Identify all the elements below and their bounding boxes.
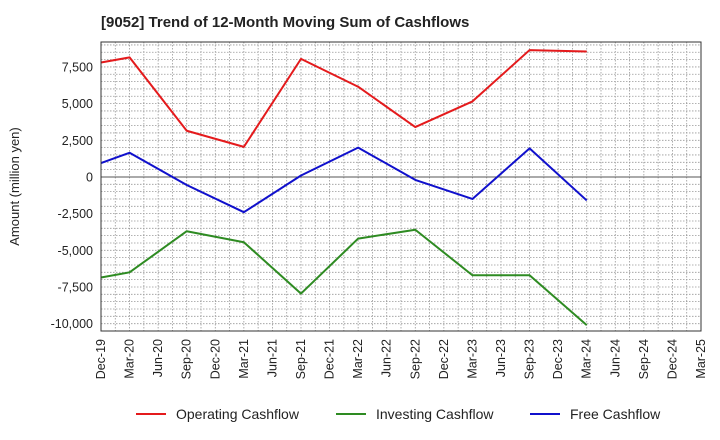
y-tick-label: -5,000 — [58, 244, 93, 258]
x-tick-label: Mar-21 — [237, 339, 251, 379]
x-tick-label: Jun-21 — [265, 339, 279, 377]
x-tick-label: Jun-23 — [494, 339, 508, 377]
plot-frame — [100, 41, 702, 332]
x-tick-label: Dec-19 — [94, 339, 108, 379]
y-tick-label: 2,500 — [62, 134, 93, 148]
series-line-free-cashflow — [100, 146, 588, 214]
x-tick-label: Sep-21 — [294, 339, 308, 379]
x-tick-label: Dec-20 — [208, 339, 222, 379]
x-tick-label: Sep-23 — [523, 339, 537, 379]
x-tick-label: Mar-22 — [351, 339, 365, 379]
grid-layer — [101, 42, 701, 331]
y-tick-label: -10,000 — [51, 317, 93, 331]
x-tick-label: Sep-24 — [637, 339, 651, 379]
x-tick-label: Jun-22 — [380, 339, 394, 377]
y-tick-label: 7,500 — [62, 60, 93, 74]
x-tick-label: Jun-24 — [608, 339, 622, 377]
x-tick-label: Mar-25 — [694, 339, 708, 379]
series-line-operating-cashflow — [100, 49, 587, 148]
y-tick-label: -2,500 — [58, 207, 93, 221]
series-line-investing-cashflow — [100, 228, 588, 326]
x-tick-label: Dec-21 — [323, 339, 337, 379]
legend-label: Operating Cashflow — [176, 406, 300, 422]
x-tick-label: Mar-23 — [465, 339, 479, 379]
chart-title: [9052] Trend of 12-Month Moving Sum of C… — [101, 14, 470, 31]
y-tick-label: -7,500 — [58, 280, 93, 294]
series-layer — [100, 49, 588, 326]
y-axis-label: Amount (million yen) — [7, 127, 22, 246]
x-tick-label: Dec-22 — [437, 339, 451, 379]
x-tick-label: Mar-20 — [123, 339, 137, 379]
x-tick-label: Sep-22 — [408, 339, 422, 379]
legend-label: Free Cashflow — [570, 406, 661, 422]
y-tick-labels: -10,000 -7,500 -5,000 -2,500 0 2,500 5,000 7,50… — [51, 60, 93, 331]
x-tick-label: Sep-20 — [180, 339, 194, 379]
x-tick-label: Dec-23 — [551, 339, 565, 379]
x-tick-label: Dec-24 — [665, 339, 679, 379]
x-tick-label: Mar-24 — [580, 339, 594, 379]
y-tick-label: 0 — [86, 170, 93, 184]
legend: Operating Cashflow Investing Cashflow Free… — [136, 406, 661, 422]
legend-label: Investing Cashflow — [376, 406, 494, 422]
x-tick-labels: Dec-19 Mar-20 Jun-20 Sep-20 Dec-20 Mar-21 Jun-… — [94, 339, 708, 379]
y-tick-label: 5,000 — [62, 97, 93, 111]
x-tick-label: Jun-20 — [151, 339, 165, 377]
